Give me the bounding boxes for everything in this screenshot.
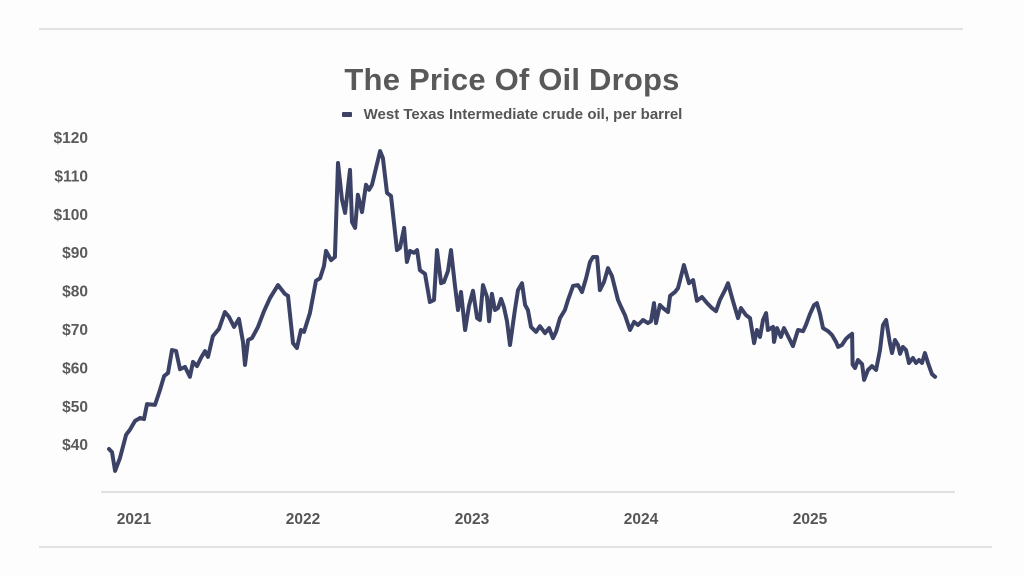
y-axis-ticks: $40 $50 $60 $70 $80 $90 $100 $110 $120 — [54, 130, 88, 454]
series-group — [107, 149, 938, 473]
bottom-divider — [39, 546, 992, 548]
y-tick-label: $110 — [54, 168, 88, 185]
y-tick-label: $70 — [62, 322, 88, 339]
y-tick-label: $120 — [54, 130, 88, 147]
x-tick-label: 2024 — [624, 511, 659, 528]
x-axis-ticks: 2021 2022 2023 2024 2025 — [117, 511, 828, 528]
series-line-wti — [107, 149, 938, 473]
y-tick-label: $80 — [62, 284, 88, 301]
y-tick-label: $100 — [54, 207, 88, 224]
y-tick-label: $40 — [62, 437, 88, 454]
top-divider — [39, 28, 963, 30]
chart-title: The Price Of Oil Drops — [344, 62, 680, 97]
legend-label: West Texas Intermediate crude oil, per b… — [363, 106, 683, 123]
y-tick-label: $50 — [62, 399, 88, 416]
x-tick-label: 2023 — [455, 511, 490, 528]
legend-entry: West Texas Intermediate crude oil, per b… — [341, 106, 683, 123]
legend-swatch — [341, 112, 352, 117]
x-tick-label: 2022 — [286, 511, 320, 528]
x-tick-label: 2025 — [793, 511, 828, 528]
y-tick-label: $90 — [62, 245, 88, 262]
y-tick-label: $60 — [62, 360, 88, 377]
legend: West Texas Intermediate crude oil, per b… — [0, 106, 1024, 123]
x-tick-label: 2021 — [117, 511, 152, 528]
